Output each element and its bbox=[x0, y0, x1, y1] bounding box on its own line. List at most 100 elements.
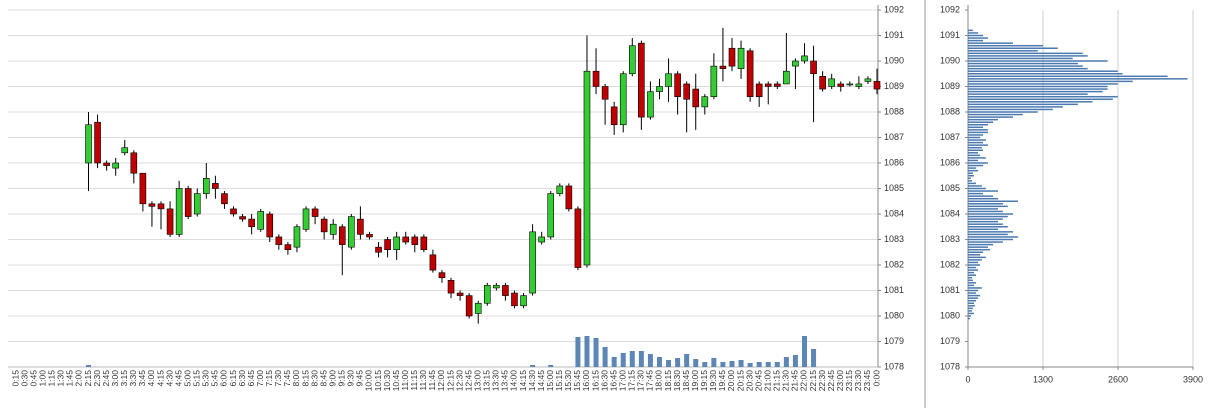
candle-body bbox=[529, 231, 536, 294]
x-tick-label: 18:15 bbox=[663, 370, 673, 392]
x-tick-label: 6:15 bbox=[228, 370, 238, 387]
candle-body bbox=[511, 292, 518, 307]
x-tick-label: 18:00 bbox=[654, 370, 664, 392]
profile-bar bbox=[968, 302, 975, 304]
x-tick-label: 4:45 bbox=[173, 370, 183, 387]
candle-body bbox=[420, 236, 428, 250]
x-tick-label: 3:00 bbox=[110, 370, 120, 387]
x-tick-label: 15:30 bbox=[563, 370, 573, 392]
y-tick-label: 1090 bbox=[940, 55, 960, 65]
volume-bar bbox=[738, 360, 744, 367]
candle-body bbox=[683, 83, 690, 100]
profile-bar bbox=[968, 259, 982, 261]
x-tick-label: 10:00 bbox=[364, 370, 374, 392]
y-tick-label: 1080 bbox=[940, 310, 960, 320]
profile-bar bbox=[968, 139, 986, 141]
y-tick-label: 1089 bbox=[884, 81, 904, 91]
profile-bar bbox=[968, 90, 1103, 93]
y-tick-label: 1082 bbox=[884, 259, 904, 269]
candle-body bbox=[628, 45, 636, 75]
x-tick-label: 7:15 bbox=[264, 370, 274, 387]
profile-bar bbox=[968, 203, 1003, 205]
candle-body bbox=[130, 152, 138, 174]
candle-body bbox=[656, 86, 663, 92]
volume-bar bbox=[584, 336, 590, 367]
x-tick-label: 7:00 bbox=[255, 370, 265, 387]
candle-body bbox=[139, 172, 147, 205]
x-tick-label: 7:30 bbox=[273, 370, 283, 387]
y-tick-label: 1084 bbox=[940, 208, 960, 218]
profile-bar bbox=[968, 187, 986, 190]
volume-bar bbox=[638, 351, 644, 367]
candle-body bbox=[357, 218, 364, 235]
x-tick-label: 4:00 bbox=[146, 370, 156, 387]
candle-body bbox=[121, 147, 129, 154]
x-tick-label: 2600 bbox=[1108, 374, 1128, 384]
profile-bar bbox=[968, 70, 1118, 72]
x-tick-label: 9:15 bbox=[337, 370, 347, 387]
x-tick-label: 22:00 bbox=[799, 370, 809, 392]
x-tick-label: 19:00 bbox=[690, 370, 700, 392]
y-tick-label: 1078 bbox=[940, 361, 960, 371]
x-tick-label: 0:45 bbox=[28, 370, 38, 387]
candle-body bbox=[846, 83, 854, 86]
profile-bar bbox=[968, 282, 977, 284]
profile-bar bbox=[968, 164, 983, 167]
profile-bar bbox=[968, 78, 1188, 80]
profile-bar bbox=[968, 185, 982, 187]
x-tick-label: 9:45 bbox=[355, 370, 365, 387]
volume-bar bbox=[801, 336, 807, 367]
profile-bar bbox=[968, 121, 994, 123]
profile-bar bbox=[968, 228, 998, 231]
profile-bar bbox=[968, 246, 988, 248]
candle-body bbox=[302, 208, 310, 230]
volume-bar bbox=[783, 357, 789, 367]
volume-bar bbox=[656, 357, 662, 367]
candle-body bbox=[774, 83, 781, 87]
candle-body bbox=[728, 47, 736, 67]
x-tick-label: 16:00 bbox=[581, 370, 591, 392]
volume-bar bbox=[647, 354, 653, 367]
candle-body bbox=[438, 272, 446, 279]
y-tick-label: 1090 bbox=[884, 55, 904, 65]
x-tick-label: 4:15 bbox=[155, 370, 165, 387]
candle-body bbox=[94, 121, 101, 164]
x-tick-label: 23:30 bbox=[853, 370, 863, 392]
volume-bar bbox=[729, 361, 735, 367]
candle-body bbox=[474, 302, 482, 314]
volume-bar bbox=[675, 358, 681, 367]
profile-bar bbox=[968, 200, 1018, 202]
profile-bar bbox=[968, 88, 1108, 90]
profile-bar bbox=[968, 39, 983, 42]
x-tick-label: 8:15 bbox=[300, 370, 310, 387]
x-tick-label: 18:30 bbox=[672, 370, 682, 392]
profile-bar bbox=[968, 279, 973, 282]
profile-bar bbox=[968, 47, 1058, 49]
profile-bar bbox=[968, 126, 983, 129]
x-tick-label: 17:30 bbox=[636, 370, 646, 392]
profile-bar bbox=[968, 116, 1013, 118]
x-tick-label: 0 bbox=[965, 374, 970, 384]
profile-bar bbox=[968, 289, 979, 292]
candle-body bbox=[85, 124, 92, 164]
profile-bar bbox=[968, 215, 1008, 218]
candle-body bbox=[257, 211, 265, 230]
profile-bar bbox=[968, 305, 975, 307]
profile-bar bbox=[968, 152, 979, 154]
candle-body bbox=[212, 183, 219, 189]
profile-bar bbox=[968, 62, 1078, 65]
x-tick-label: 6:00 bbox=[219, 370, 229, 387]
x-tick-label: 22:45 bbox=[826, 370, 836, 392]
volume-bar bbox=[548, 365, 554, 367]
x-tick-label: 3900 bbox=[1183, 374, 1203, 384]
volume-bar bbox=[765, 362, 771, 367]
x-tick-label: 22:30 bbox=[817, 370, 827, 392]
profile-bar bbox=[968, 177, 971, 180]
x-tick-label: 21:45 bbox=[790, 370, 800, 392]
profile-bar bbox=[968, 294, 981, 297]
profile-bar bbox=[968, 195, 994, 197]
volume-bar bbox=[702, 362, 708, 367]
x-tick-label: 8:00 bbox=[291, 370, 301, 387]
y-tick-label: 1085 bbox=[940, 183, 960, 193]
